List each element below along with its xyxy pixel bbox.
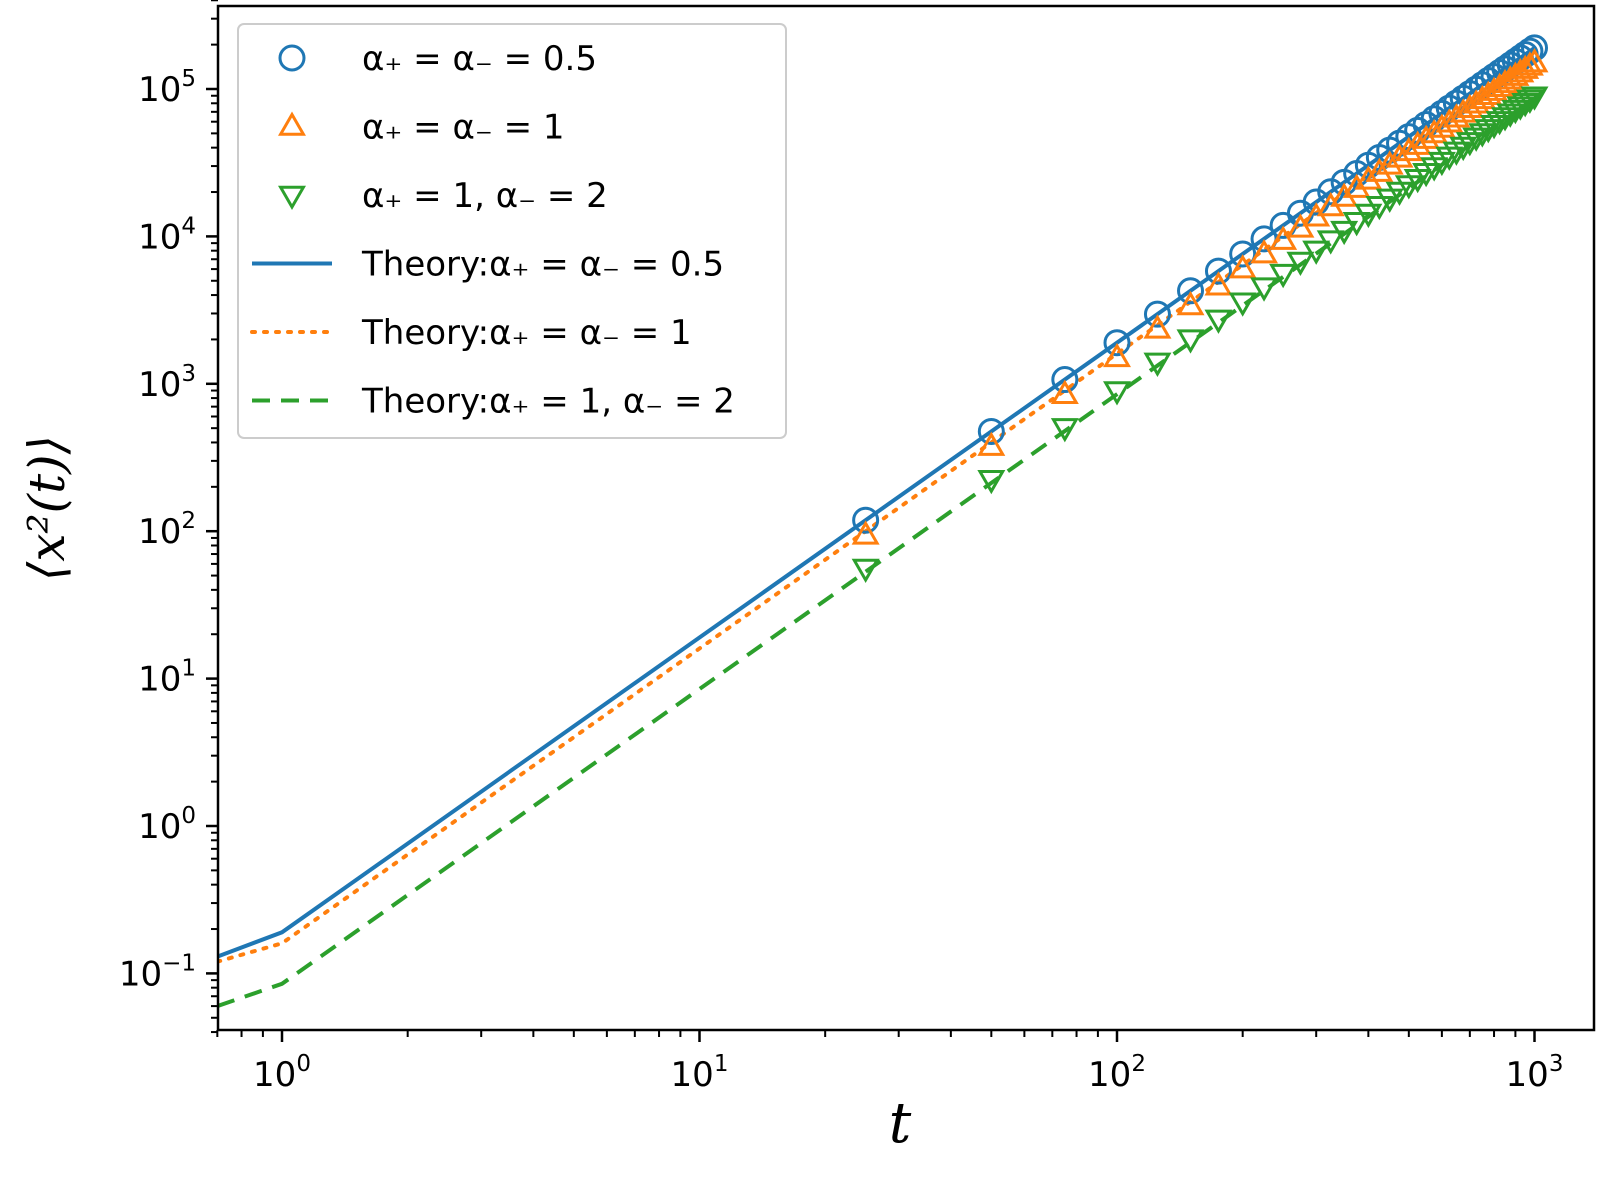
y-tick-label: 104	[138, 213, 196, 257]
data-point	[1302, 240, 1331, 265]
data-point	[1375, 150, 1404, 175]
data-point	[1250, 239, 1279, 264]
data-point	[1455, 132, 1484, 157]
marker-series-0	[852, 34, 1548, 534]
data-point	[1204, 257, 1232, 285]
legend-label: α₊ = α₋ = 0.5	[362, 39, 597, 79]
data-point	[1506, 96, 1535, 121]
data-point	[1394, 136, 1423, 162]
data-point	[1515, 89, 1544, 114]
theory-line-4	[218, 56, 1537, 964]
data-point	[1449, 136, 1478, 162]
data-point	[1520, 86, 1549, 111]
data-point	[1286, 251, 1315, 277]
data-point	[1269, 263, 1298, 289]
data-point	[1480, 115, 1509, 140]
data-point	[1330, 220, 1359, 246]
legend-label: Theory:α₊ = α₋ = 0.5	[361, 245, 724, 285]
data-point	[1501, 99, 1530, 125]
y-tick-label: 100	[138, 803, 196, 847]
data-point	[1177, 277, 1205, 305]
data-point	[1103, 381, 1131, 406]
data-point	[1204, 271, 1233, 296]
data-point	[1204, 309, 1233, 334]
data-point	[1228, 254, 1257, 279]
legend-marker	[278, 44, 306, 72]
theory-line-3	[218, 46, 1536, 959]
data-point	[1317, 178, 1345, 206]
legend: α₊ = α₋ = 0.5 α₊ = α₋ = 1 α₊ = 1, α₋ = 2 Th…	[237, 23, 787, 439]
data-point	[1485, 111, 1514, 136]
y-tick-label: 102	[138, 508, 196, 552]
data-point	[1385, 143, 1414, 168]
data-point	[1176, 290, 1205, 316]
data-point	[977, 431, 1006, 456]
data-point	[1515, 51, 1544, 76]
data-point	[1342, 212, 1371, 237]
marker-series-1	[851, 48, 1549, 545]
data-point	[1316, 230, 1345, 255]
data-point	[1050, 418, 1079, 443]
axes-layer: 100 101 102 103 10−1 100 101 102 103 104 105 t ⟨x²(t…	[18, 0, 1596, 1156]
axes-frame	[216, 4, 1596, 1032]
series-layer	[218, 34, 1549, 1008]
data-point	[1354, 203, 1383, 229]
data-point	[1050, 379, 1079, 404]
data-point	[1375, 188, 1404, 213]
x-tick-label: 101	[671, 1051, 729, 1095]
y-tick-label: 101	[138, 656, 196, 700]
data-point	[1480, 76, 1509, 101]
legend-marker	[278, 185, 306, 211]
data-point	[1354, 165, 1383, 190]
data-point	[1365, 195, 1394, 221]
data-point	[1228, 292, 1257, 317]
x-tick-label: 100	[253, 1051, 311, 1095]
data-point	[1468, 84, 1497, 110]
x-axis-label: t	[889, 1091, 912, 1156]
data-point	[1496, 103, 1525, 128]
data-point	[977, 469, 1006, 495]
data-point	[1103, 342, 1131, 368]
data-point	[852, 506, 880, 534]
y-tick-label: 105	[138, 66, 196, 110]
data-point	[1442, 141, 1471, 166]
legend-box	[237, 23, 787, 439]
data-point	[1462, 127, 1491, 152]
data-point	[1511, 54, 1540, 79]
data-point	[1474, 80, 1503, 105]
data-point	[1051, 366, 1079, 394]
data-point	[1269, 225, 1298, 250]
marker-series-2	[851, 86, 1549, 584]
legend-marker	[278, 111, 306, 136]
legend-label: α₊ = 1, α₋ = 2	[362, 176, 608, 216]
y-axis-label: ⟨x²(t)⟩	[18, 435, 76, 581]
data-point	[851, 520, 880, 545]
x-tick-label: 102	[1088, 1051, 1146, 1095]
data-point	[1143, 300, 1171, 328]
data-point	[1491, 107, 1520, 132]
data-point	[1474, 119, 1503, 144]
y-tick-label: 10−1	[119, 950, 196, 994]
legend-label: Theory:α₊ = 1, α₋ = 2	[361, 382, 735, 422]
data-point	[1365, 157, 1394, 182]
legend-label: α₊ = α₋ = 1	[362, 108, 565, 148]
legend-label: Theory:α₊ = α₋ = 1	[361, 313, 692, 353]
y-tick-label: 103	[138, 361, 196, 405]
data-point	[1176, 329, 1205, 354]
data-point	[1403, 130, 1432, 155]
x-tick-label: 103	[1506, 1051, 1564, 1095]
data-point	[1468, 123, 1497, 148]
data-point	[851, 558, 880, 584]
data-point	[1250, 277, 1279, 302]
data-point	[1143, 314, 1172, 339]
data-point	[1229, 240, 1257, 268]
data-point	[977, 417, 1005, 445]
data-point	[1103, 329, 1131, 357]
theory-line-5	[218, 97, 1536, 1008]
data-point	[1342, 173, 1371, 198]
data-point	[1520, 48, 1549, 73]
data-point	[1143, 352, 1172, 377]
